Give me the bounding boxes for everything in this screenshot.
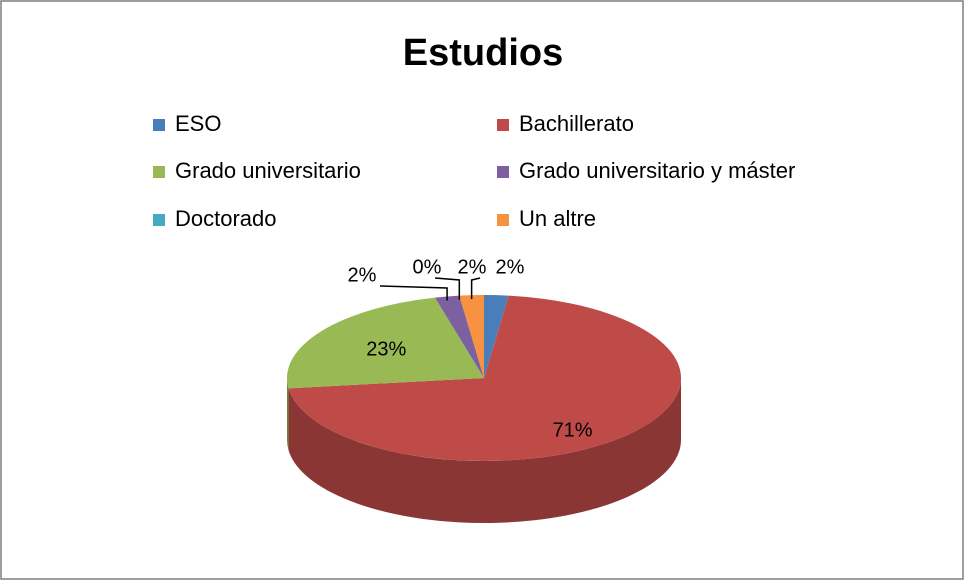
leader-line: [470, 277, 481, 300]
pie-slice: [288, 295, 681, 461]
data-label: 0%: [413, 256, 442, 278]
legend-swatch: [497, 166, 509, 178]
legend-swatch: [153, 166, 165, 178]
pie-slice: [287, 297, 484, 389]
legend-label: Doctorado: [175, 206, 277, 231]
legend-swatch: [497, 119, 509, 131]
data-label: 71%: [553, 419, 593, 441]
chart-title: Estudios: [403, 32, 563, 74]
data-label: 2%: [458, 256, 487, 278]
data-label: 2%: [496, 256, 525, 278]
pie-side: [287, 378, 289, 451]
leader-line: [379, 285, 448, 301]
leader-line: [434, 277, 461, 300]
data-label: 2%: [348, 264, 377, 286]
legend-swatch: [153, 119, 165, 131]
pie-slice: [435, 295, 484, 378]
legend-swatch: [497, 214, 509, 226]
pie-slice: [459, 295, 484, 378]
legend-label: Grado universitario y máster: [519, 158, 795, 183]
data-label: 23%: [366, 338, 406, 360]
legend-label: Un altre: [519, 206, 596, 231]
legend-label: ESO: [175, 111, 221, 136]
pie-slice: [484, 295, 509, 378]
pie-side: [288, 378, 681, 523]
legend-label: Bachillerato: [519, 111, 634, 136]
legend-swatch: [153, 214, 165, 226]
legend-label: Grado universitario: [175, 158, 361, 183]
